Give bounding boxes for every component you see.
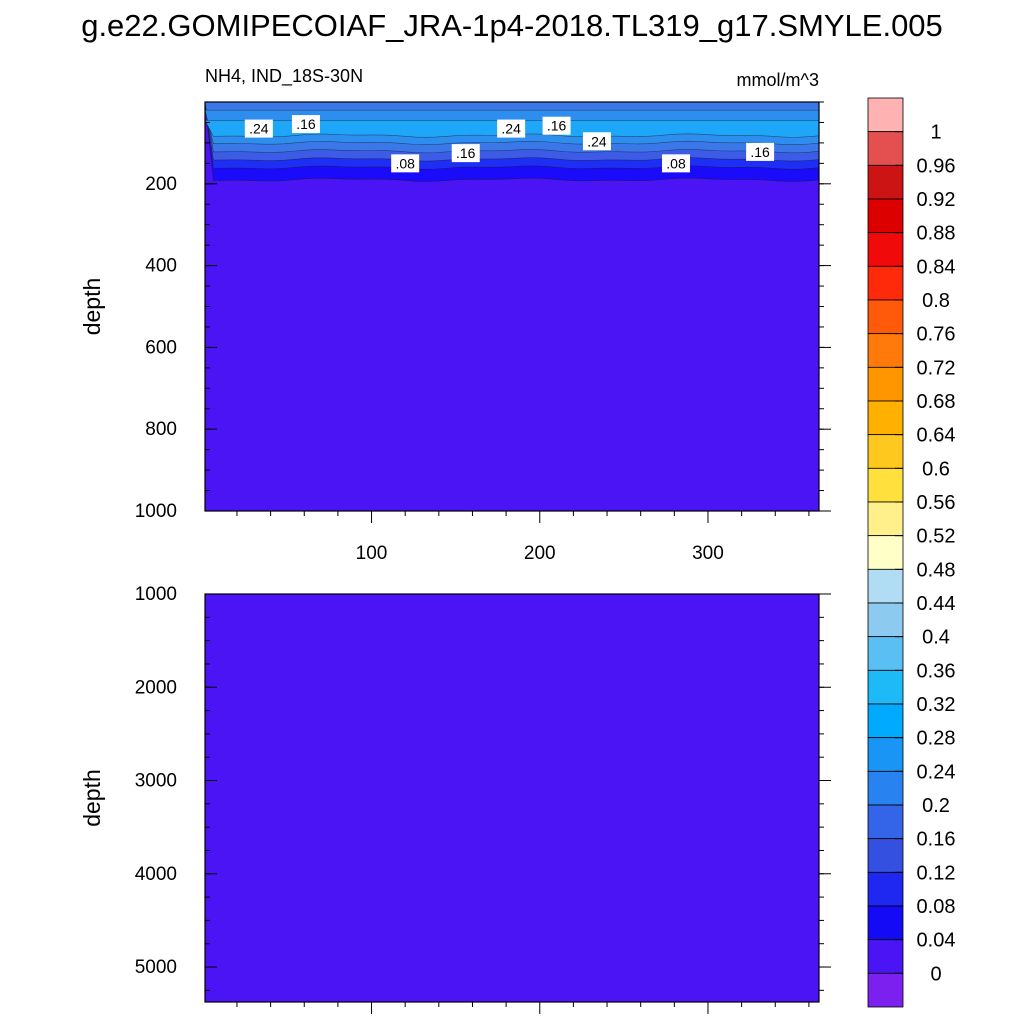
colorbar-swatch: [868, 771, 903, 805]
y-tick-label: 600: [145, 337, 177, 358]
contour-label: .24: [583, 132, 611, 150]
colorbar-swatch: [868, 603, 903, 637]
colorbar-swatch: [868, 839, 903, 873]
contour-label: .16: [452, 144, 480, 162]
colorbar-label: 0.32: [917, 694, 956, 716]
colorbar-label: 0: [930, 963, 941, 985]
contour-label-text: .08: [666, 155, 686, 171]
colorbar-swatch: [868, 872, 903, 906]
colorbar-label: 0.72: [917, 357, 956, 379]
y-tick-label: 5000: [135, 957, 177, 978]
colorbar-label: 0.88: [917, 223, 956, 245]
y-axis-label: depth: [79, 278, 105, 336]
colorbar-label: 0.96: [917, 155, 956, 177]
colorbar-label: 0.76: [917, 324, 956, 346]
colorbar-label: 0.04: [917, 930, 956, 952]
colorbar-swatch: [868, 738, 903, 772]
colorbar-swatch: [868, 468, 903, 502]
colorbar-swatch: [868, 973, 903, 1007]
lower-panel: 1000 2000 3000 4000 5000 depth: [79, 584, 831, 1014]
colorbar-label: 0.48: [917, 559, 956, 581]
y-tick-label: 1000: [135, 501, 177, 522]
colorbar-label: 0.8: [922, 290, 950, 312]
colorbar-label: 0.64: [917, 425, 956, 447]
colorbar-swatch: [868, 300, 903, 334]
colorbar-label: 0.68: [917, 391, 956, 413]
colorbar-label: 0.12: [917, 862, 956, 884]
colorbar-swatch: [868, 536, 903, 570]
contour-label-text: .24: [587, 133, 607, 149]
colorbar-label: 1: [930, 122, 941, 144]
colorbar-swatch: [868, 199, 903, 233]
contour-label-text: .16: [456, 145, 476, 161]
y-tick-label: 2000: [135, 677, 177, 698]
contour-label-text: .16: [750, 144, 770, 160]
contour-label-text: .16: [547, 118, 567, 134]
colorbar-swatch: [868, 502, 903, 536]
y-tick-label: 200: [145, 174, 177, 195]
colorbar-swatch: [868, 805, 903, 839]
contour-label: .24: [245, 120, 273, 138]
colorbar-swatch: [868, 334, 903, 368]
contour-label: .24: [497, 120, 525, 138]
contour-label: .16: [543, 117, 571, 135]
colorbar-swatch: [868, 637, 903, 671]
colorbar-label: 0.28: [917, 728, 956, 750]
x-tick-label: 100: [356, 543, 388, 564]
colorbar-swatch: [868, 132, 903, 166]
colorbar-swatch: [868, 401, 903, 435]
contour-label-text: .24: [501, 121, 521, 137]
colorbar-label: 0.44: [917, 593, 956, 615]
contour-label-text: .16: [296, 116, 316, 132]
contour-label: .16: [292, 115, 320, 133]
colorbar-swatch: [868, 165, 903, 199]
colorbar-label: 0.36: [917, 660, 956, 682]
x-tick-label: 200: [524, 543, 556, 564]
colorbar-swatch: [868, 670, 903, 704]
y-tick-label: 1000: [135, 584, 177, 605]
upper-panel: .24 .16 .24 .16 .24 .08 .16 .08 .16 200 400 600 800 1…: [79, 102, 831, 564]
colorbar-label: 0.6: [922, 458, 950, 480]
colorbar-label: 0.24: [917, 761, 956, 783]
colorbar-label: 0.16: [917, 829, 956, 851]
colorbar-swatch: [868, 435, 903, 469]
colorbar-label: 0.4: [922, 627, 950, 649]
colorbar-swatch: [868, 98, 903, 132]
colorbar-swatch: [868, 233, 903, 267]
contour-label-text: .08: [395, 155, 415, 171]
y-tick-label: 800: [145, 419, 177, 440]
colorbar-swatch: [868, 569, 903, 603]
colorbar-label: 0.52: [917, 526, 956, 548]
colorbar-label: 0.84: [917, 256, 956, 278]
colorbar-label: 0.2: [922, 795, 950, 817]
colorbar-label: 0.08: [917, 896, 956, 918]
x-tick-label: 300: [692, 543, 724, 564]
colorbar-swatch: [868, 704, 903, 738]
colorbar-swatch: [868, 906, 903, 940]
y-tick-label: 3000: [135, 771, 177, 792]
contour-label: .08: [662, 154, 690, 172]
y-tick-label: 4000: [135, 864, 177, 885]
colorbar-swatch: [868, 266, 903, 300]
contour-label: .16: [746, 143, 774, 161]
colorbar: 1 0.96 0.92 0.88 0.84 0.8 0.76 0.72 0.68 0.64 0.6 0…: [868, 98, 955, 1007]
contour-label-text: .24: [249, 121, 269, 137]
contour-label: .08: [391, 154, 419, 172]
colorbar-label: 0.56: [917, 492, 956, 514]
colorbar-label: 0.92: [917, 189, 956, 211]
y-tick-label: 400: [145, 256, 177, 277]
colorbar-swatch: [868, 940, 903, 974]
colorbar-swatch: [868, 367, 903, 401]
field-fill: [205, 594, 819, 1002]
y-axis-label: depth: [79, 769, 105, 827]
